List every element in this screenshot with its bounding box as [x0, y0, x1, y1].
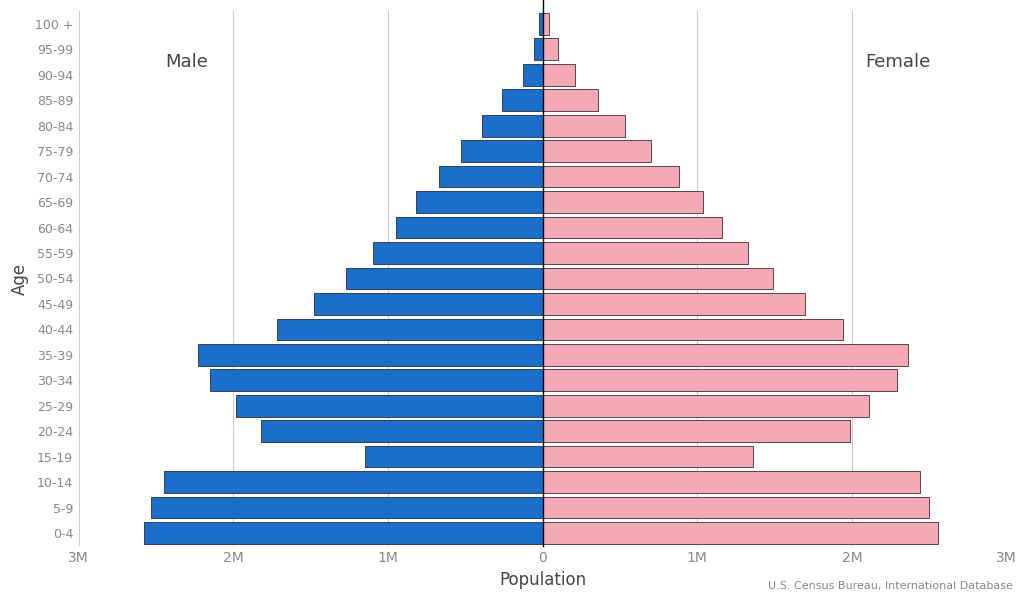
Bar: [543, 89, 598, 111]
Bar: [543, 319, 843, 340]
Text: Female: Female: [866, 53, 931, 71]
Bar: [236, 395, 543, 416]
Y-axis label: Age: Age: [11, 262, 29, 295]
Bar: [543, 472, 920, 493]
Bar: [543, 242, 748, 264]
Bar: [482, 115, 543, 137]
Bar: [277, 319, 543, 340]
Bar: [543, 497, 929, 518]
Bar: [543, 421, 850, 442]
Bar: [543, 140, 651, 162]
Bar: [543, 38, 558, 60]
Bar: [151, 497, 543, 518]
Bar: [543, 115, 625, 137]
Bar: [503, 89, 543, 111]
Bar: [461, 140, 543, 162]
Bar: [543, 268, 773, 289]
Bar: [197, 344, 543, 365]
Bar: [396, 217, 543, 238]
Text: Male: Male: [166, 53, 209, 71]
Bar: [210, 370, 543, 391]
Bar: [314, 293, 543, 315]
Bar: [372, 242, 543, 264]
Bar: [534, 38, 543, 60]
Bar: [415, 191, 543, 213]
Bar: [543, 344, 908, 365]
Bar: [522, 64, 543, 86]
Bar: [346, 268, 543, 289]
Bar: [539, 13, 543, 35]
Bar: [365, 446, 543, 467]
Bar: [543, 293, 806, 315]
Bar: [543, 395, 869, 416]
X-axis label: Population: Population: [499, 571, 586, 589]
Bar: [144, 522, 543, 544]
Bar: [543, 370, 896, 391]
Bar: [543, 13, 549, 35]
Bar: [261, 421, 543, 442]
Bar: [543, 217, 722, 238]
Bar: [439, 166, 543, 187]
Text: U.S. Census Bureau, International Database: U.S. Census Bureau, International Databa…: [768, 581, 1013, 591]
Bar: [543, 64, 575, 86]
Bar: [543, 191, 703, 213]
Bar: [543, 446, 752, 467]
Bar: [543, 522, 939, 544]
Bar: [163, 472, 543, 493]
Bar: [543, 166, 678, 187]
